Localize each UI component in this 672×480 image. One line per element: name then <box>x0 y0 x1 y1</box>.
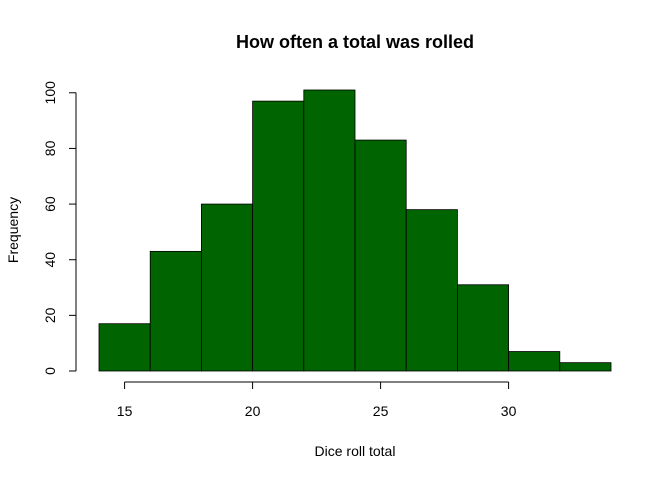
y-tick-label: 20 <box>42 307 58 323</box>
x-tick-label: 15 <box>117 403 133 419</box>
chart-title: How often a total was rolled <box>236 32 474 52</box>
histogram-bar-3 <box>200 203 253 372</box>
histogram-bar-5 <box>303 89 356 372</box>
histogram-bar-1 <box>98 323 151 372</box>
histogram-bar-10 <box>559 362 612 372</box>
x-axis-ticks: 15 20 25 30 <box>117 382 517 419</box>
y-axis-ticks: 0 20 40 60 80 100 <box>42 81 76 375</box>
y-tick-label: 40 <box>42 252 58 268</box>
histogram-bar-8 <box>456 284 509 372</box>
x-axis-label: Dice roll total <box>315 443 396 459</box>
x-tick-label: 25 <box>373 403 389 419</box>
histogram-bar-6 <box>354 139 407 372</box>
y-tick-label: 0 <box>42 367 58 375</box>
histogram-bar-7 <box>405 209 458 372</box>
histogram-bar-9 <box>508 351 561 372</box>
histogram-bar-2 <box>149 250 202 372</box>
x-tick-label: 30 <box>501 403 517 419</box>
y-axis-label: Frequency <box>5 197 21 263</box>
x-tick-label: 20 <box>245 403 261 419</box>
histogram-bar-4 <box>252 100 305 372</box>
y-tick-label: 100 <box>42 81 58 105</box>
y-tick-label: 80 <box>42 140 58 156</box>
y-tick-label: 60 <box>42 196 58 212</box>
bars-group <box>98 89 612 372</box>
